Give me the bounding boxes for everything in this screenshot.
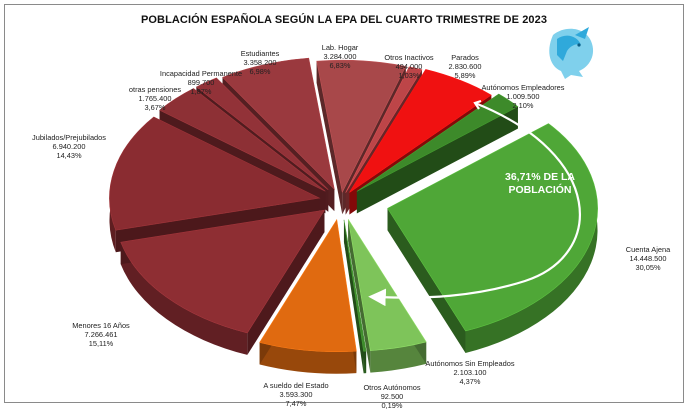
pie-chart [109,27,598,374]
slice-side-aut-empleadores-1 [356,106,518,214]
slice-lab-hogar [316,59,407,194]
label-lab-hogar-percent: 6,83% [329,61,351,70]
label-incapacidad-percent: 1,87% [190,87,212,96]
label-otros-autonomos-value: 92.500 [380,392,404,401]
slice-otros-inactivos [345,66,423,193]
label-otras-pensiones: otras pensiones 1.765.400 3,67% [95,85,215,112]
slice-side-aut-sin-empl-1 [348,219,371,373]
slice-incapacidad [195,77,329,190]
slice-side-lab-hogar-0 [316,61,343,215]
label-jubilados: Jubilados/Prejubilados 6.940.200 14,43% [9,133,129,160]
label-jubilados-value: 6.940.200 [52,142,86,151]
slice-wall-sueldo-estado [259,342,357,374]
label-estudiantes-value: 3.358.200 [243,58,277,67]
slice-aut-sin-empl [347,219,427,351]
label-aut-empleadores-value: 1.009.500 [506,92,540,101]
label-otros-inactivos-value: 494.000 [395,62,423,71]
label-lab-hogar: Lab. Hogar 3.284.000 6,83% [280,43,400,70]
label-aut-empleadores-percent: 2,10% [512,101,534,110]
label-parados-percent: 5,89% [454,71,476,80]
label-incapacidad: Incapacidad Permanente 899.700 1,87% [141,69,261,96]
slice-side-cuenta-ajena-1 [387,208,466,353]
label-estudiantes: Estudiantes 3.358.200 6,98% [200,49,320,76]
label-otros-inactivos-name: Otros Inactivos [384,53,434,62]
label-aut-sin-empl-percent: 4,37% [459,377,481,386]
label-otros-inactivos: Otros Inactivos 494.000 1,03% [349,53,469,80]
label-menores-16-percent: 15,11% [88,339,114,348]
label-otras-pensiones-name: otras pensiones [128,85,182,94]
slice-side-menores-16-0 [247,210,325,355]
slice-sueldo-estado [259,218,357,353]
slice-wall-menores-16 [120,242,248,355]
label-jubilados-name: Jubilados/Prejubilados [32,133,106,142]
label-aut-empleadores: Autónomos Empleadores 1.009.500 2,10% [463,83,583,110]
label-otras-pensiones-value: 1.765.400 [138,94,172,103]
label-sueldo-estado-percent: 7,47% [285,399,307,408]
label-cuenta-ajena-value: 14.448.500 [629,254,667,263]
label-otras-pensiones-percent: 3,67% [144,103,166,112]
slice-aut-empleadores [356,93,519,192]
label-cuenta-ajena-percent: 30,05% [635,263,661,272]
chart-frame: POBLACIÓN ESPAÑOLA SEGÚN LA EPA DEL CUAR… [4,4,684,410]
label-aut-sin-empl: Autónomos Sin Empleados 2.103.100 4,37% [410,359,530,386]
label-estudiantes-name: Estudiantes [240,49,280,58]
callout-arrow [368,101,581,307]
label-sueldo-estado: A sueldo del Estado 3.593.300 7,47% [236,381,356,408]
label-cuenta-ajena: Cuenta Ajena 14.448.500 30,05% [588,245,690,272]
label-aut-sin-empl-value: 2.103.100 [453,368,487,377]
label-otros-inactivos-percent: 1,03% [398,71,420,80]
label-incapacidad-value: 899.700 [187,78,215,87]
label-otros-autonomos-percent: 0,19% [381,401,403,410]
label-aut-empleadores-name: Autónomos Empleadores [481,83,565,92]
label-sueldo-estado-name: A sueldo del Estado [263,381,329,390]
callout-arrow-tail [473,99,482,110]
label-otros-autonomos-name: Otros Autónomos [363,383,421,392]
label-cuenta-ajena-name: Cuenta Ajena [625,245,671,254]
slice-menores-16 [120,209,326,334]
label-otros-autonomos: Otros Autónomos 92.500 0,19% [332,383,452,410]
slice-parados [349,69,492,193]
slice-estudiantes [222,57,335,191]
label-jubilados-percent: 14,43% [56,151,82,160]
label-menores-16-value: 7.266.461 [84,330,118,339]
slice-otros-autonomos [343,219,367,352]
label-parados-name: Parados [451,53,479,62]
label-aut-sin-empl-name: Autónomos Sin Empleados [425,359,515,368]
chart-title: POBLACIÓN ESPAÑOLA SEGÚN LA EPA DEL CUAR… [140,14,548,26]
label-parados-value: 2.830.600 [448,62,482,71]
slice-wall-cuenta-ajena [465,123,598,353]
slice-side-otros-autonomos-1 [343,219,364,374]
label-estudiantes-percent: 6,98% [249,67,271,76]
callout-text: 36,71% DE LA POBLACIÓN [504,171,576,196]
label-lab-hogar-name: Lab. Hogar [321,43,359,52]
slice-jubilados [109,116,321,231]
label-sueldo-estado-value: 3.593.300 [279,390,313,399]
griffin-logo-icon [549,27,594,79]
label-parados: Parados 2.830.600 5,89% [405,53,525,80]
label-incapacidad-name: Incapacidad Permanente [159,69,243,78]
label-menores-16: Menores 16 Años 7.266.461 15,11% [41,321,161,348]
label-lab-hogar-value: 3.284.000 [323,52,357,61]
label-menores-16-name: Menores 16 Años [72,321,130,330]
slice-cuenta-ajena [387,123,598,332]
slice-otras-pensiones [159,88,326,192]
